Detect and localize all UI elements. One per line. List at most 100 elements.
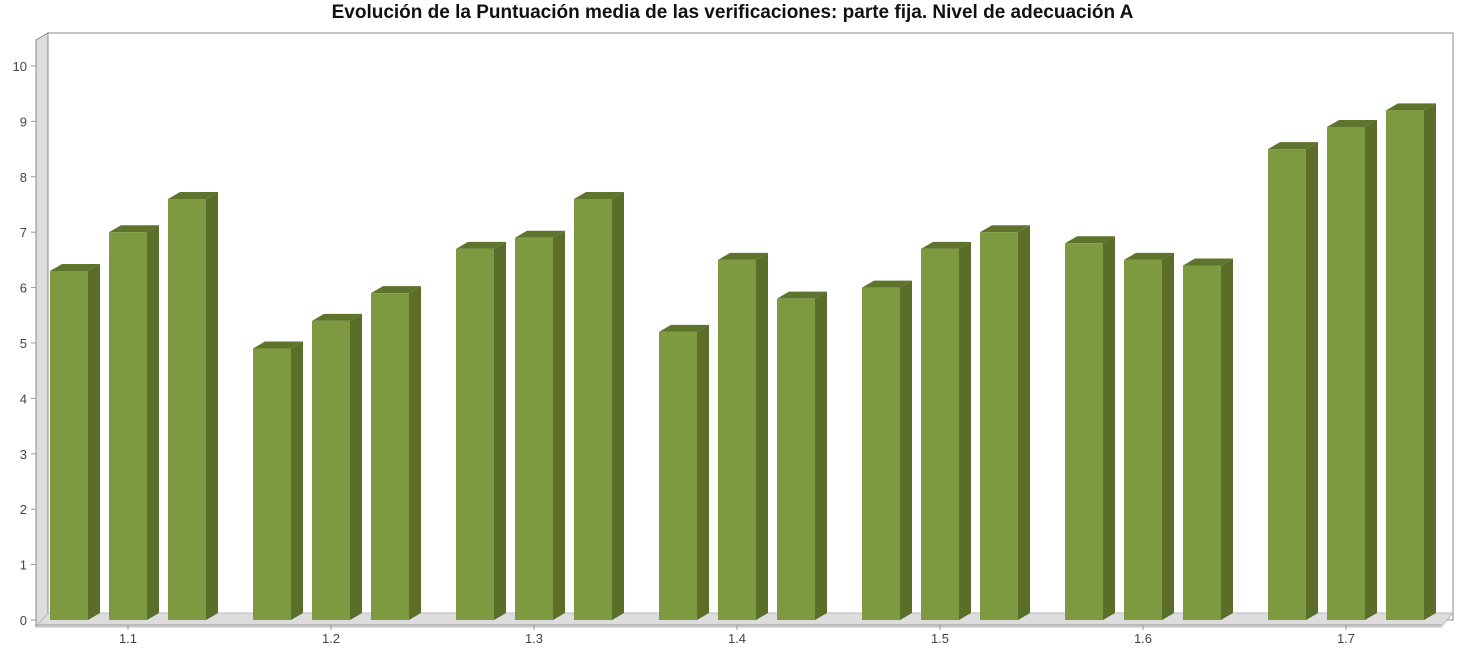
bar-side bbox=[553, 230, 565, 621]
bar bbox=[109, 225, 159, 620]
y-axis: 0 1 2 3 4 5 6 7 8 9 10 bbox=[13, 59, 36, 628]
bar-front bbox=[109, 232, 147, 620]
bar bbox=[1268, 142, 1318, 620]
y-tick-label: 5 bbox=[20, 336, 27, 351]
bar bbox=[371, 286, 421, 620]
y-tick-label: 7 bbox=[20, 225, 27, 240]
y-tick-label: 9 bbox=[20, 114, 27, 129]
bar bbox=[1183, 258, 1233, 620]
bar-top bbox=[862, 280, 912, 288]
bar-front bbox=[862, 287, 900, 620]
bar-front bbox=[1386, 110, 1424, 620]
bar-top bbox=[109, 225, 159, 233]
bar-side bbox=[959, 241, 971, 620]
y-tick-label: 8 bbox=[20, 170, 27, 185]
bar bbox=[1327, 119, 1377, 620]
y-tick-label: 4 bbox=[20, 391, 27, 406]
bar-front bbox=[1065, 243, 1103, 620]
y-tick-label: 6 bbox=[20, 281, 27, 296]
bar-side bbox=[815, 291, 827, 620]
bar-top bbox=[777, 291, 827, 299]
bar-side bbox=[88, 263, 100, 620]
bar-side bbox=[1103, 236, 1115, 620]
y-tick-label: 10 bbox=[13, 59, 27, 74]
x-tick-label: 1.1 bbox=[119, 631, 137, 646]
bar-top bbox=[1327, 119, 1377, 127]
bar-front bbox=[1183, 265, 1221, 620]
bar bbox=[718, 252, 768, 620]
bar bbox=[980, 225, 1030, 620]
bar-front bbox=[312, 320, 350, 620]
bar-top bbox=[718, 252, 768, 260]
bar bbox=[456, 241, 506, 620]
bar-front bbox=[1124, 259, 1162, 620]
bar-side bbox=[1365, 119, 1377, 620]
bar-side bbox=[697, 324, 709, 620]
bar-top bbox=[456, 241, 506, 249]
bar-top bbox=[1268, 142, 1318, 150]
x-tick-label: 1.4 bbox=[728, 631, 746, 646]
bar-side bbox=[291, 341, 303, 620]
x-tick-label: 1.5 bbox=[931, 631, 949, 646]
bar-top bbox=[515, 230, 565, 238]
bar-side bbox=[1306, 142, 1318, 620]
bar-side bbox=[1424, 103, 1436, 620]
bar bbox=[50, 263, 100, 620]
bar-front bbox=[718, 259, 756, 620]
y-tick-label: 2 bbox=[20, 502, 27, 517]
bar-top bbox=[1183, 258, 1233, 266]
bar-front bbox=[1327, 126, 1365, 620]
bar-top bbox=[1386, 103, 1436, 111]
bar bbox=[515, 230, 565, 621]
y-tick-label: 0 bbox=[20, 613, 27, 628]
bar-front bbox=[1268, 149, 1306, 620]
bar-top bbox=[1124, 252, 1174, 260]
x-tick-label: 1.2 bbox=[322, 631, 340, 646]
bar-side bbox=[147, 225, 159, 620]
bar-top bbox=[50, 263, 100, 271]
bar bbox=[777, 291, 827, 620]
bars bbox=[50, 103, 1436, 621]
left-wall bbox=[35, 32, 49, 628]
bar bbox=[168, 191, 218, 620]
bar-top bbox=[980, 225, 1030, 233]
bar-side bbox=[900, 280, 912, 620]
bar-front bbox=[574, 198, 612, 620]
bar-front bbox=[168, 198, 206, 620]
bar bbox=[1124, 252, 1174, 620]
bar-front bbox=[50, 270, 88, 620]
bar-side bbox=[612, 191, 624, 620]
bar-front bbox=[980, 232, 1018, 620]
bar bbox=[1065, 236, 1115, 620]
bar bbox=[862, 280, 912, 620]
bar-side bbox=[494, 241, 506, 620]
bar-front bbox=[371, 293, 409, 620]
bar-front bbox=[456, 248, 494, 620]
bar bbox=[253, 341, 303, 620]
x-axis: 1.1 1.2 1.3 1.4 1.5 1.6 1.7 bbox=[119, 625, 1355, 646]
bar-side bbox=[350, 313, 362, 620]
bar-top bbox=[371, 286, 421, 294]
bar-front bbox=[777, 298, 815, 620]
bar-top bbox=[659, 324, 709, 332]
bar bbox=[312, 313, 362, 620]
bar-top bbox=[312, 313, 362, 321]
bar-side bbox=[1162, 252, 1174, 620]
y-tick-label: 1 bbox=[20, 558, 27, 573]
bar-top bbox=[253, 341, 303, 349]
bar-side bbox=[1018, 225, 1030, 620]
bar bbox=[574, 191, 624, 620]
bar-front bbox=[253, 348, 291, 620]
x-tick-label: 1.3 bbox=[525, 631, 543, 646]
bar-side bbox=[206, 191, 218, 620]
bar bbox=[921, 241, 971, 620]
bar-side bbox=[1221, 258, 1233, 620]
bar-front bbox=[659, 331, 697, 620]
bar-top bbox=[168, 191, 218, 199]
x-tick-label: 1.7 bbox=[1337, 631, 1355, 646]
chart-title: Evolución de la Puntuación media de las … bbox=[331, 2, 1134, 23]
bar-side bbox=[756, 252, 768, 620]
y-tick-label: 3 bbox=[20, 447, 27, 462]
bar-top bbox=[1065, 236, 1115, 244]
